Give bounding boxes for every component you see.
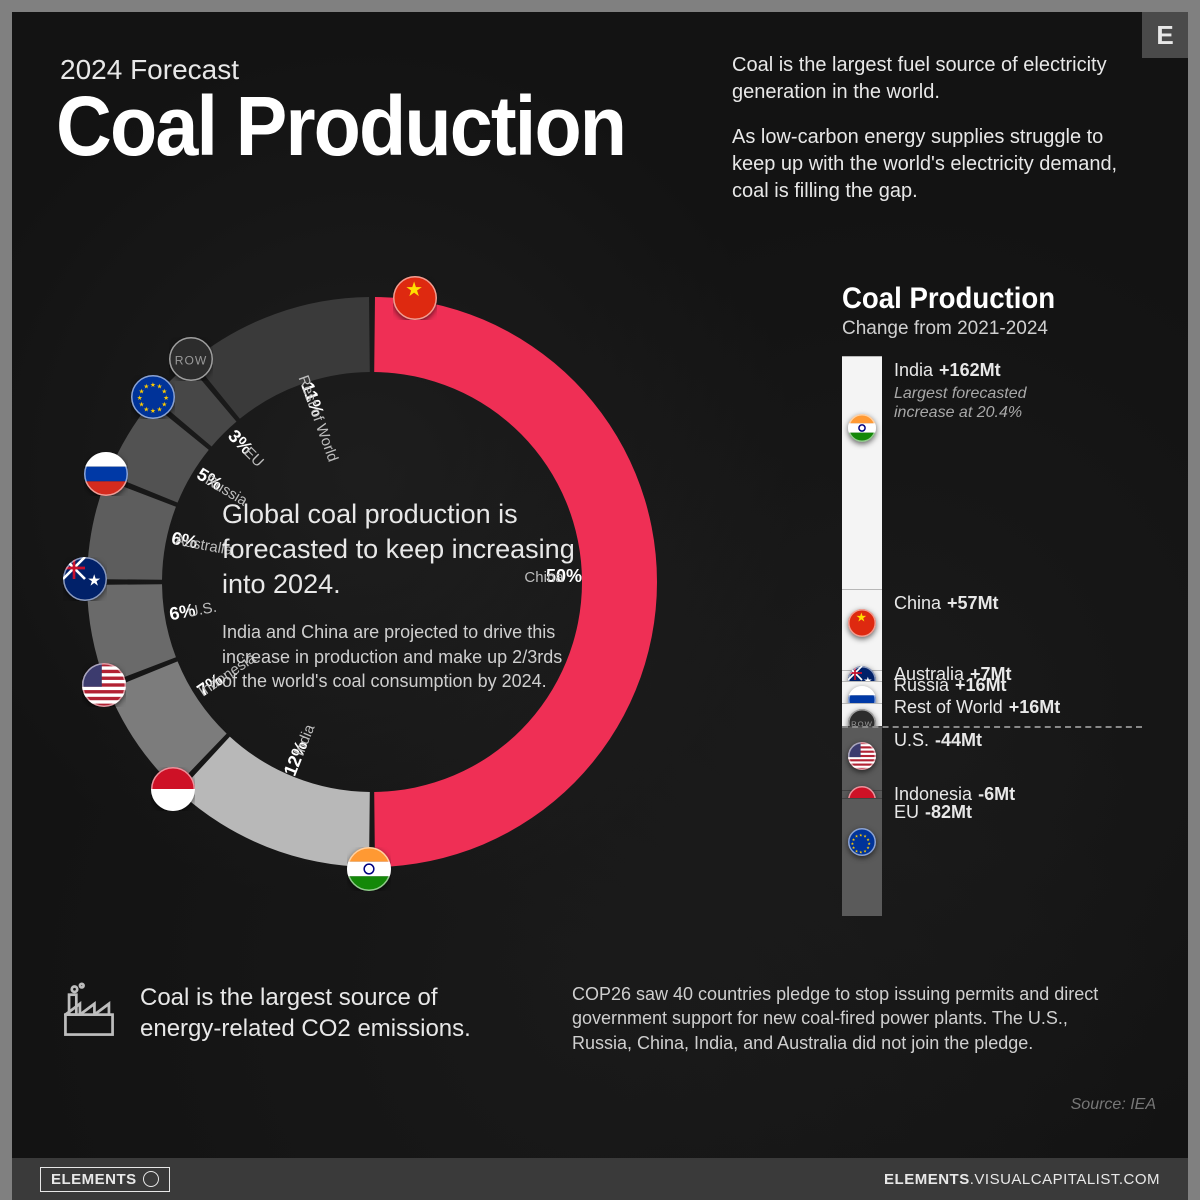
footer-brand-text: ELEMENTS xyxy=(51,1171,137,1188)
svg-text:★: ★ xyxy=(150,381,156,389)
flag-us-icon xyxy=(82,663,126,707)
change-seg-india xyxy=(842,356,882,589)
flag-china-icon: ★ xyxy=(848,609,876,637)
svg-text:★: ★ xyxy=(143,382,149,390)
svg-text:★: ★ xyxy=(855,833,859,838)
svg-text:★: ★ xyxy=(87,573,101,590)
change-note: Largest forecasted increase at 20.4% xyxy=(894,384,1074,422)
donut-seg-india xyxy=(179,737,370,867)
change-label: China +57Mt xyxy=(894,593,999,614)
infographic-canvas: E 2024 Forecast Coal Production Coal is … xyxy=(12,12,1188,1170)
flag-india-icon xyxy=(347,847,391,891)
svg-text:★: ★ xyxy=(859,849,863,854)
change-label: India +162Mt xyxy=(894,360,1001,381)
change-title: Coal Production xyxy=(842,282,1136,316)
change-panel: Coal Production Change from 2021-2024 In… xyxy=(842,282,1162,916)
flag-china-icon: ★ xyxy=(393,276,437,320)
center-body: India and China are projected to drive t… xyxy=(222,620,582,693)
intro-p1: Coal is the largest fuel source of elect… xyxy=(732,52,1132,106)
footer-brand: ELEMENTS xyxy=(40,1167,170,1192)
footer-url: ELEMENTS.VISUALCAPITALIST.COM xyxy=(884,1171,1160,1188)
flag-india-icon xyxy=(848,414,876,442)
footnote-left-text: Coal is the largest source of energy-rel… xyxy=(140,982,520,1044)
globe-icon xyxy=(143,1171,159,1187)
change-label: U.S. -44Mt xyxy=(894,730,982,751)
svg-text:★: ★ xyxy=(863,848,867,853)
flag-indonesia-icon xyxy=(151,767,195,811)
change-label: Rest of World +16Mt xyxy=(894,697,1060,718)
brand-badge: E xyxy=(1142,12,1188,58)
donut-seg-rest-of-world xyxy=(193,297,370,419)
flag-us-icon xyxy=(848,742,876,770)
change-label: Russia +16Mt xyxy=(894,675,1007,696)
flag-australia-icon: ★ xyxy=(63,557,107,601)
change-bar-column: India +162MtLargest forecasted increase … xyxy=(842,356,882,916)
svg-text:★: ★ xyxy=(405,279,423,301)
donut-name-label: India xyxy=(291,721,319,758)
intro-p2: As low-carbon energy supplies struggle t… xyxy=(732,124,1132,205)
svg-text:ROW: ROW xyxy=(175,353,208,367)
flag-row-icon: ROW xyxy=(169,337,213,381)
source-attribution: Source: IEA xyxy=(1071,1096,1156,1114)
flag-russia-icon xyxy=(84,452,128,496)
flag-eu-icon: ★★★★★★★★★★★★ xyxy=(131,375,175,419)
footer-url-rest: .VISUALCAPITALIST.COM xyxy=(970,1171,1160,1188)
change-seg-eu xyxy=(842,798,882,916)
donut-center-text: Global coal production is forecasted to … xyxy=(222,497,582,693)
svg-text:★: ★ xyxy=(150,407,156,415)
svg-text:★: ★ xyxy=(156,405,162,413)
change-subtitle: Change from 2021-2024 xyxy=(842,318,1162,340)
factory-icon xyxy=(60,982,118,1040)
footnote-right: COP26 saw 40 countries pledge to stop is… xyxy=(572,982,1132,1055)
intro-text: Coal is the largest fuel source of elect… xyxy=(732,52,1132,205)
footer-url-bold: ELEMENTS xyxy=(884,1171,970,1188)
flag-eu-icon: ★★★★★★★★★★★★ xyxy=(848,828,876,856)
change-label: EU -82Mt xyxy=(894,802,972,823)
footer-bar: ELEMENTS ELEMENTS.VISUALCAPITALIST.COM xyxy=(12,1158,1188,1200)
zero-line xyxy=(842,726,1142,728)
svg-text:★: ★ xyxy=(856,611,867,625)
footnote-left: Coal is the largest source of energy-rel… xyxy=(60,982,520,1044)
center-headline: Global coal production is forecasted to … xyxy=(222,497,582,602)
page-title: Coal Production xyxy=(56,78,625,175)
